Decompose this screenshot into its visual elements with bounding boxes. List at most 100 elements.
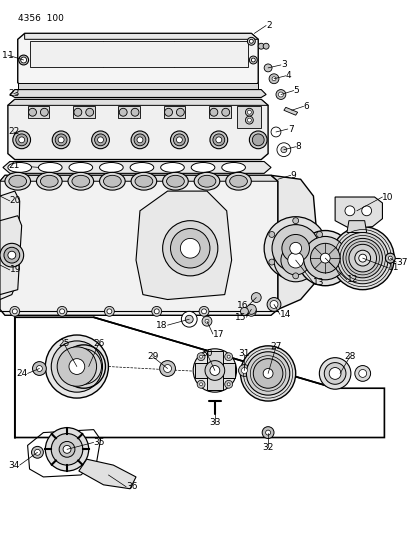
- Circle shape: [51, 341, 102, 392]
- Circle shape: [272, 224, 319, 272]
- Text: 5: 5: [294, 86, 299, 95]
- Text: 36: 36: [126, 482, 137, 491]
- Circle shape: [263, 368, 273, 378]
- Text: 23: 23: [8, 89, 19, 98]
- Polygon shape: [347, 221, 367, 232]
- Text: 22: 22: [8, 127, 19, 136]
- Polygon shape: [79, 459, 136, 489]
- Circle shape: [4, 247, 20, 263]
- Circle shape: [74, 108, 82, 116]
- Polygon shape: [207, 351, 223, 390]
- Circle shape: [13, 131, 31, 149]
- Circle shape: [86, 108, 93, 116]
- Text: 34: 34: [8, 461, 20, 470]
- Circle shape: [310, 244, 340, 273]
- Circle shape: [264, 64, 272, 72]
- Circle shape: [163, 221, 218, 276]
- Ellipse shape: [68, 172, 93, 190]
- Circle shape: [205, 319, 209, 323]
- Circle shape: [240, 308, 248, 316]
- Text: 12: 12: [347, 276, 358, 284]
- Circle shape: [227, 383, 230, 386]
- Circle shape: [227, 355, 230, 358]
- Circle shape: [343, 238, 382, 278]
- Circle shape: [282, 235, 310, 262]
- Circle shape: [266, 430, 271, 435]
- Text: 26: 26: [93, 340, 104, 349]
- Ellipse shape: [166, 175, 184, 187]
- Circle shape: [247, 118, 251, 122]
- Bar: [164, 107, 185, 118]
- Circle shape: [137, 137, 143, 143]
- Ellipse shape: [100, 172, 125, 190]
- Circle shape: [10, 306, 20, 316]
- Circle shape: [247, 110, 251, 114]
- Polygon shape: [10, 90, 266, 98]
- Polygon shape: [0, 175, 278, 316]
- Text: 1: 1: [2, 51, 8, 60]
- Circle shape: [246, 306, 256, 316]
- Circle shape: [31, 446, 43, 458]
- Circle shape: [58, 137, 64, 143]
- Text: 1: 1: [8, 51, 13, 60]
- Circle shape: [253, 359, 283, 388]
- Circle shape: [152, 306, 162, 316]
- Ellipse shape: [8, 163, 31, 172]
- Circle shape: [16, 134, 28, 146]
- Circle shape: [119, 108, 127, 116]
- Circle shape: [278, 92, 284, 97]
- Circle shape: [242, 368, 247, 374]
- Circle shape: [251, 293, 261, 302]
- Ellipse shape: [5, 172, 31, 190]
- Polygon shape: [284, 107, 298, 115]
- Text: 37: 37: [396, 257, 408, 266]
- Text: 17: 17: [213, 329, 224, 338]
- Ellipse shape: [131, 172, 157, 190]
- Text: 20: 20: [10, 197, 21, 205]
- Ellipse shape: [130, 163, 154, 172]
- Circle shape: [131, 131, 149, 149]
- Circle shape: [154, 309, 159, 314]
- Circle shape: [277, 143, 291, 157]
- Text: 2: 2: [266, 21, 272, 30]
- Circle shape: [19, 137, 24, 143]
- Polygon shape: [3, 161, 271, 173]
- Polygon shape: [8, 100, 268, 106]
- Text: 14: 14: [280, 310, 291, 319]
- Circle shape: [36, 366, 42, 372]
- Circle shape: [319, 358, 351, 389]
- Circle shape: [104, 306, 114, 316]
- Circle shape: [98, 137, 104, 143]
- Circle shape: [193, 349, 237, 392]
- Circle shape: [59, 441, 75, 457]
- Polygon shape: [0, 175, 278, 181]
- Circle shape: [197, 381, 205, 388]
- Ellipse shape: [9, 175, 27, 187]
- Circle shape: [45, 427, 89, 471]
- Circle shape: [281, 245, 310, 275]
- Circle shape: [267, 297, 281, 311]
- Circle shape: [246, 352, 290, 395]
- Text: 29: 29: [147, 352, 158, 361]
- Circle shape: [345, 206, 355, 216]
- Circle shape: [173, 134, 185, 146]
- Circle shape: [320, 253, 330, 263]
- Text: 8: 8: [296, 142, 302, 151]
- Text: 13: 13: [313, 278, 325, 287]
- Circle shape: [171, 131, 188, 149]
- Circle shape: [252, 134, 264, 146]
- Circle shape: [197, 353, 205, 361]
- Circle shape: [272, 77, 276, 80]
- Circle shape: [249, 309, 254, 314]
- Circle shape: [386, 253, 395, 263]
- Bar: [28, 107, 49, 118]
- Circle shape: [388, 256, 392, 260]
- Polygon shape: [195, 362, 235, 378]
- Circle shape: [21, 57, 27, 63]
- Ellipse shape: [191, 163, 215, 172]
- Text: 30: 30: [201, 349, 213, 358]
- Circle shape: [200, 355, 202, 358]
- Circle shape: [362, 206, 372, 216]
- Text: 16: 16: [237, 301, 248, 310]
- Circle shape: [263, 43, 269, 49]
